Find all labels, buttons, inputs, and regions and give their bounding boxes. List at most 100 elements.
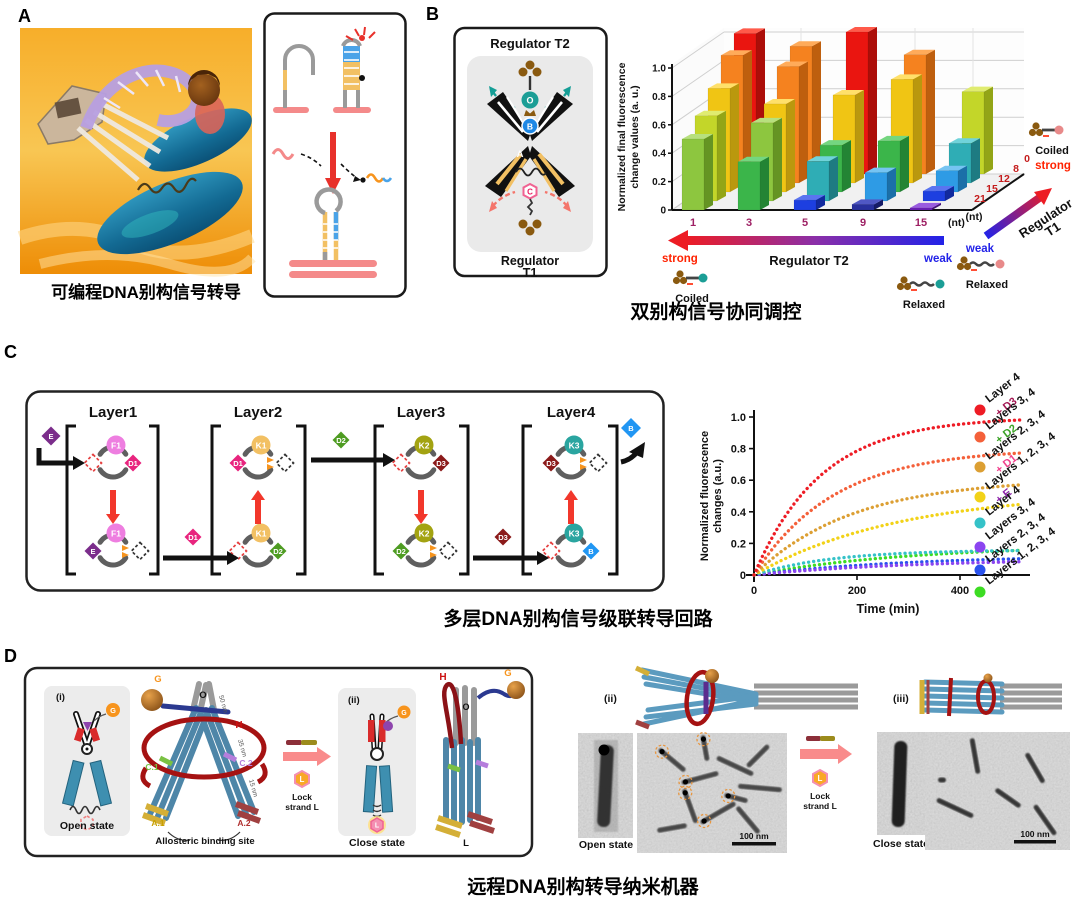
strand-diamond-label: D3 — [546, 459, 556, 468]
bar-front — [909, 207, 933, 211]
relaxed-label: Relaxed — [903, 299, 945, 311]
t1-arrowhead — [489, 201, 497, 212]
gold-particle — [701, 818, 707, 824]
panel-a-schematic-box — [263, 12, 407, 298]
empty-site-diamond — [391, 453, 411, 473]
bar3d-bar — [909, 202, 941, 211]
strand-diamond — [41, 426, 61, 446]
sub-iii-label: (iii) — [893, 693, 909, 705]
dim-15nm: 15 nm — [247, 779, 259, 798]
acorn-mini — [383, 721, 393, 731]
tweezers-closed-cartoon: L G — [362, 705, 411, 834]
x-tick-label: 9 — [860, 217, 866, 229]
bracket-right — [608, 424, 619, 576]
enzyme-node — [251, 435, 271, 455]
strand-diamond — [494, 528, 512, 546]
render-blob-highlight — [121, 210, 179, 238]
strand-diamond-label: D2 — [396, 547, 406, 556]
gridline — [671, 59, 725, 97]
bar-top — [790, 41, 821, 47]
bar-side — [829, 156, 838, 201]
dna-ring-motif: K2 D3 — [391, 435, 450, 480]
bar-top — [852, 199, 883, 205]
legend-dot — [974, 586, 986, 598]
tem-nanostructure — [738, 783, 782, 793]
bar-top — [846, 27, 877, 32]
bar-front — [922, 190, 946, 202]
regulator-t1-title-line2: T1 — [523, 266, 538, 280]
ring-arc — [97, 555, 129, 568]
bar3d-bar — [851, 199, 883, 211]
tem-nanostructure — [1033, 804, 1057, 836]
input-arrowhead — [73, 456, 85, 470]
panel-d-label: D — [4, 646, 17, 666]
bar-top — [777, 61, 808, 67]
depth-axis — [971, 173, 1025, 211]
render-dna-rungs — [103, 69, 182, 110]
bar-front — [737, 161, 761, 211]
strand-diamond — [432, 454, 450, 472]
line-curve — [752, 418, 1024, 577]
y-tick-label: 0.6 — [652, 120, 666, 131]
enzyme-node — [251, 523, 271, 543]
conversion-arrowhead — [106, 514, 120, 524]
x-axis-title: Regulator T2 — [769, 253, 848, 268]
a2-label: A.2 — [237, 818, 251, 828]
weak-label: weak — [965, 243, 995, 255]
layer-title: Layer1 — [89, 404, 137, 421]
weak-label: weak — [923, 253, 953, 265]
released-dot — [360, 177, 366, 183]
y-tick-label: 1.0 — [652, 64, 666, 75]
node-o-letter: O — [526, 96, 533, 106]
tem-closed-single — [877, 732, 925, 835]
cascade-circuit-box: Layer1 F1 D1 F1 E Layer2 K1 D1 K1 D2 Layer3 K2 D3 K2 D… — [25, 390, 665, 592]
duplex-reporter — [333, 26, 376, 113]
enzyme-node-label: F1 — [111, 441, 121, 451]
bar-side — [958, 165, 967, 192]
panel-a-caption: 可编程DNA别构信号转导 — [51, 283, 241, 302]
y-tick-label: 0 — [660, 206, 666, 217]
tem-nanostructure — [995, 788, 1021, 808]
lock-hexagon — [812, 768, 828, 788]
g-orb — [397, 705, 411, 719]
y-tick-label: 0.6 — [731, 475, 746, 487]
bar-top — [738, 156, 769, 162]
tem-closed-field — [925, 732, 1070, 850]
enzyme-node-label: K1 — [256, 529, 267, 539]
coiled-label: Coiled — [1035, 145, 1069, 157]
gold-particle — [700, 736, 707, 742]
strand-diamond-label: D3 — [498, 533, 508, 542]
kinetics-chart: 0 0.2 0.4 0.6 0.8 1.0 0 200 400 Time (min) Normali… — [699, 371, 1058, 616]
enzyme-node — [106, 435, 126, 455]
bar-top — [721, 50, 752, 56]
gold-particle-marker — [678, 785, 693, 800]
coiled-icon — [672, 270, 708, 285]
conversion-arrowhead — [414, 514, 428, 524]
strand-diamond — [229, 454, 247, 472]
bar-side — [887, 167, 896, 201]
tweezer-wings — [485, 92, 575, 197]
toehold-chevron — [580, 464, 587, 470]
scalebar-label: 100 nm — [1020, 829, 1050, 839]
tem-nanostructure — [736, 806, 760, 834]
bar-side — [971, 138, 980, 183]
o-strand — [160, 703, 231, 715]
dna-ring-motif: K2 D2 — [392, 523, 458, 568]
bar-side — [786, 98, 795, 192]
legend-dot — [974, 541, 986, 553]
render-clamp-notch — [54, 97, 82, 119]
g-label: G — [504, 668, 511, 679]
a1-wrap — [141, 803, 170, 826]
lock-hexagon — [294, 769, 310, 789]
empty-site-diamond — [588, 453, 608, 473]
enzyme-node — [414, 523, 434, 543]
enzyme-node — [414, 435, 434, 455]
bar-top — [833, 89, 864, 95]
empty-site-diamond — [541, 541, 561, 561]
transfer-arrowhead — [383, 453, 395, 467]
relaxed-label: Relaxed — [966, 279, 1008, 291]
h-label: H — [235, 720, 242, 731]
y-tick-label: 0.8 — [731, 444, 746, 456]
panel-d-caption: 远程DNA别构转导纳米机器 — [467, 877, 699, 898]
y-tick-label: 0.2 — [731, 538, 746, 550]
